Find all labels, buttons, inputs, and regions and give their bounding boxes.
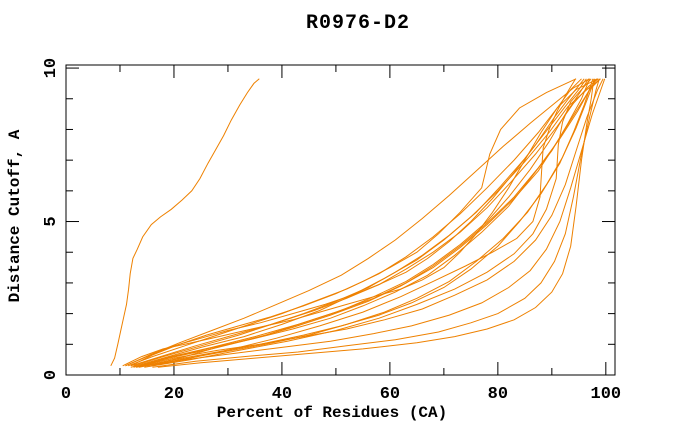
x-tick-label: 20 — [164, 385, 184, 404]
series-line — [146, 78, 589, 367]
series-line — [122, 78, 582, 367]
series-line — [127, 78, 598, 367]
y-tick-label: 0 — [42, 370, 61, 380]
series-line — [138, 78, 596, 368]
series-line — [125, 78, 590, 367]
y-tick-label: 5 — [42, 216, 61, 226]
x-tick-label: 60 — [380, 385, 400, 404]
series-line — [130, 78, 601, 368]
series-line — [144, 78, 592, 368]
series-line — [130, 78, 587, 367]
series-line — [133, 78, 599, 367]
series-line — [152, 78, 577, 367]
series-line — [138, 78, 601, 367]
series-line — [141, 78, 604, 367]
x-tick-label: 80 — [488, 385, 508, 404]
series-line — [125, 78, 585, 367]
y-tick-label: 10 — [42, 58, 61, 78]
series-line — [133, 78, 591, 368]
x-tick-label: 0 — [61, 385, 71, 404]
series-line — [136, 78, 594, 368]
x-tick-label: 100 — [591, 385, 622, 404]
chart-title: R0976-D2 — [305, 12, 411, 35]
series-line — [130, 78, 577, 367]
series-line — [157, 78, 595, 368]
x-axis-label: Percent of Residues (CA) — [216, 404, 448, 422]
x-tick-label: 40 — [272, 385, 292, 404]
series-line — [110, 78, 260, 367]
series-line — [146, 78, 606, 367]
plot-frame — [65, 64, 616, 376]
